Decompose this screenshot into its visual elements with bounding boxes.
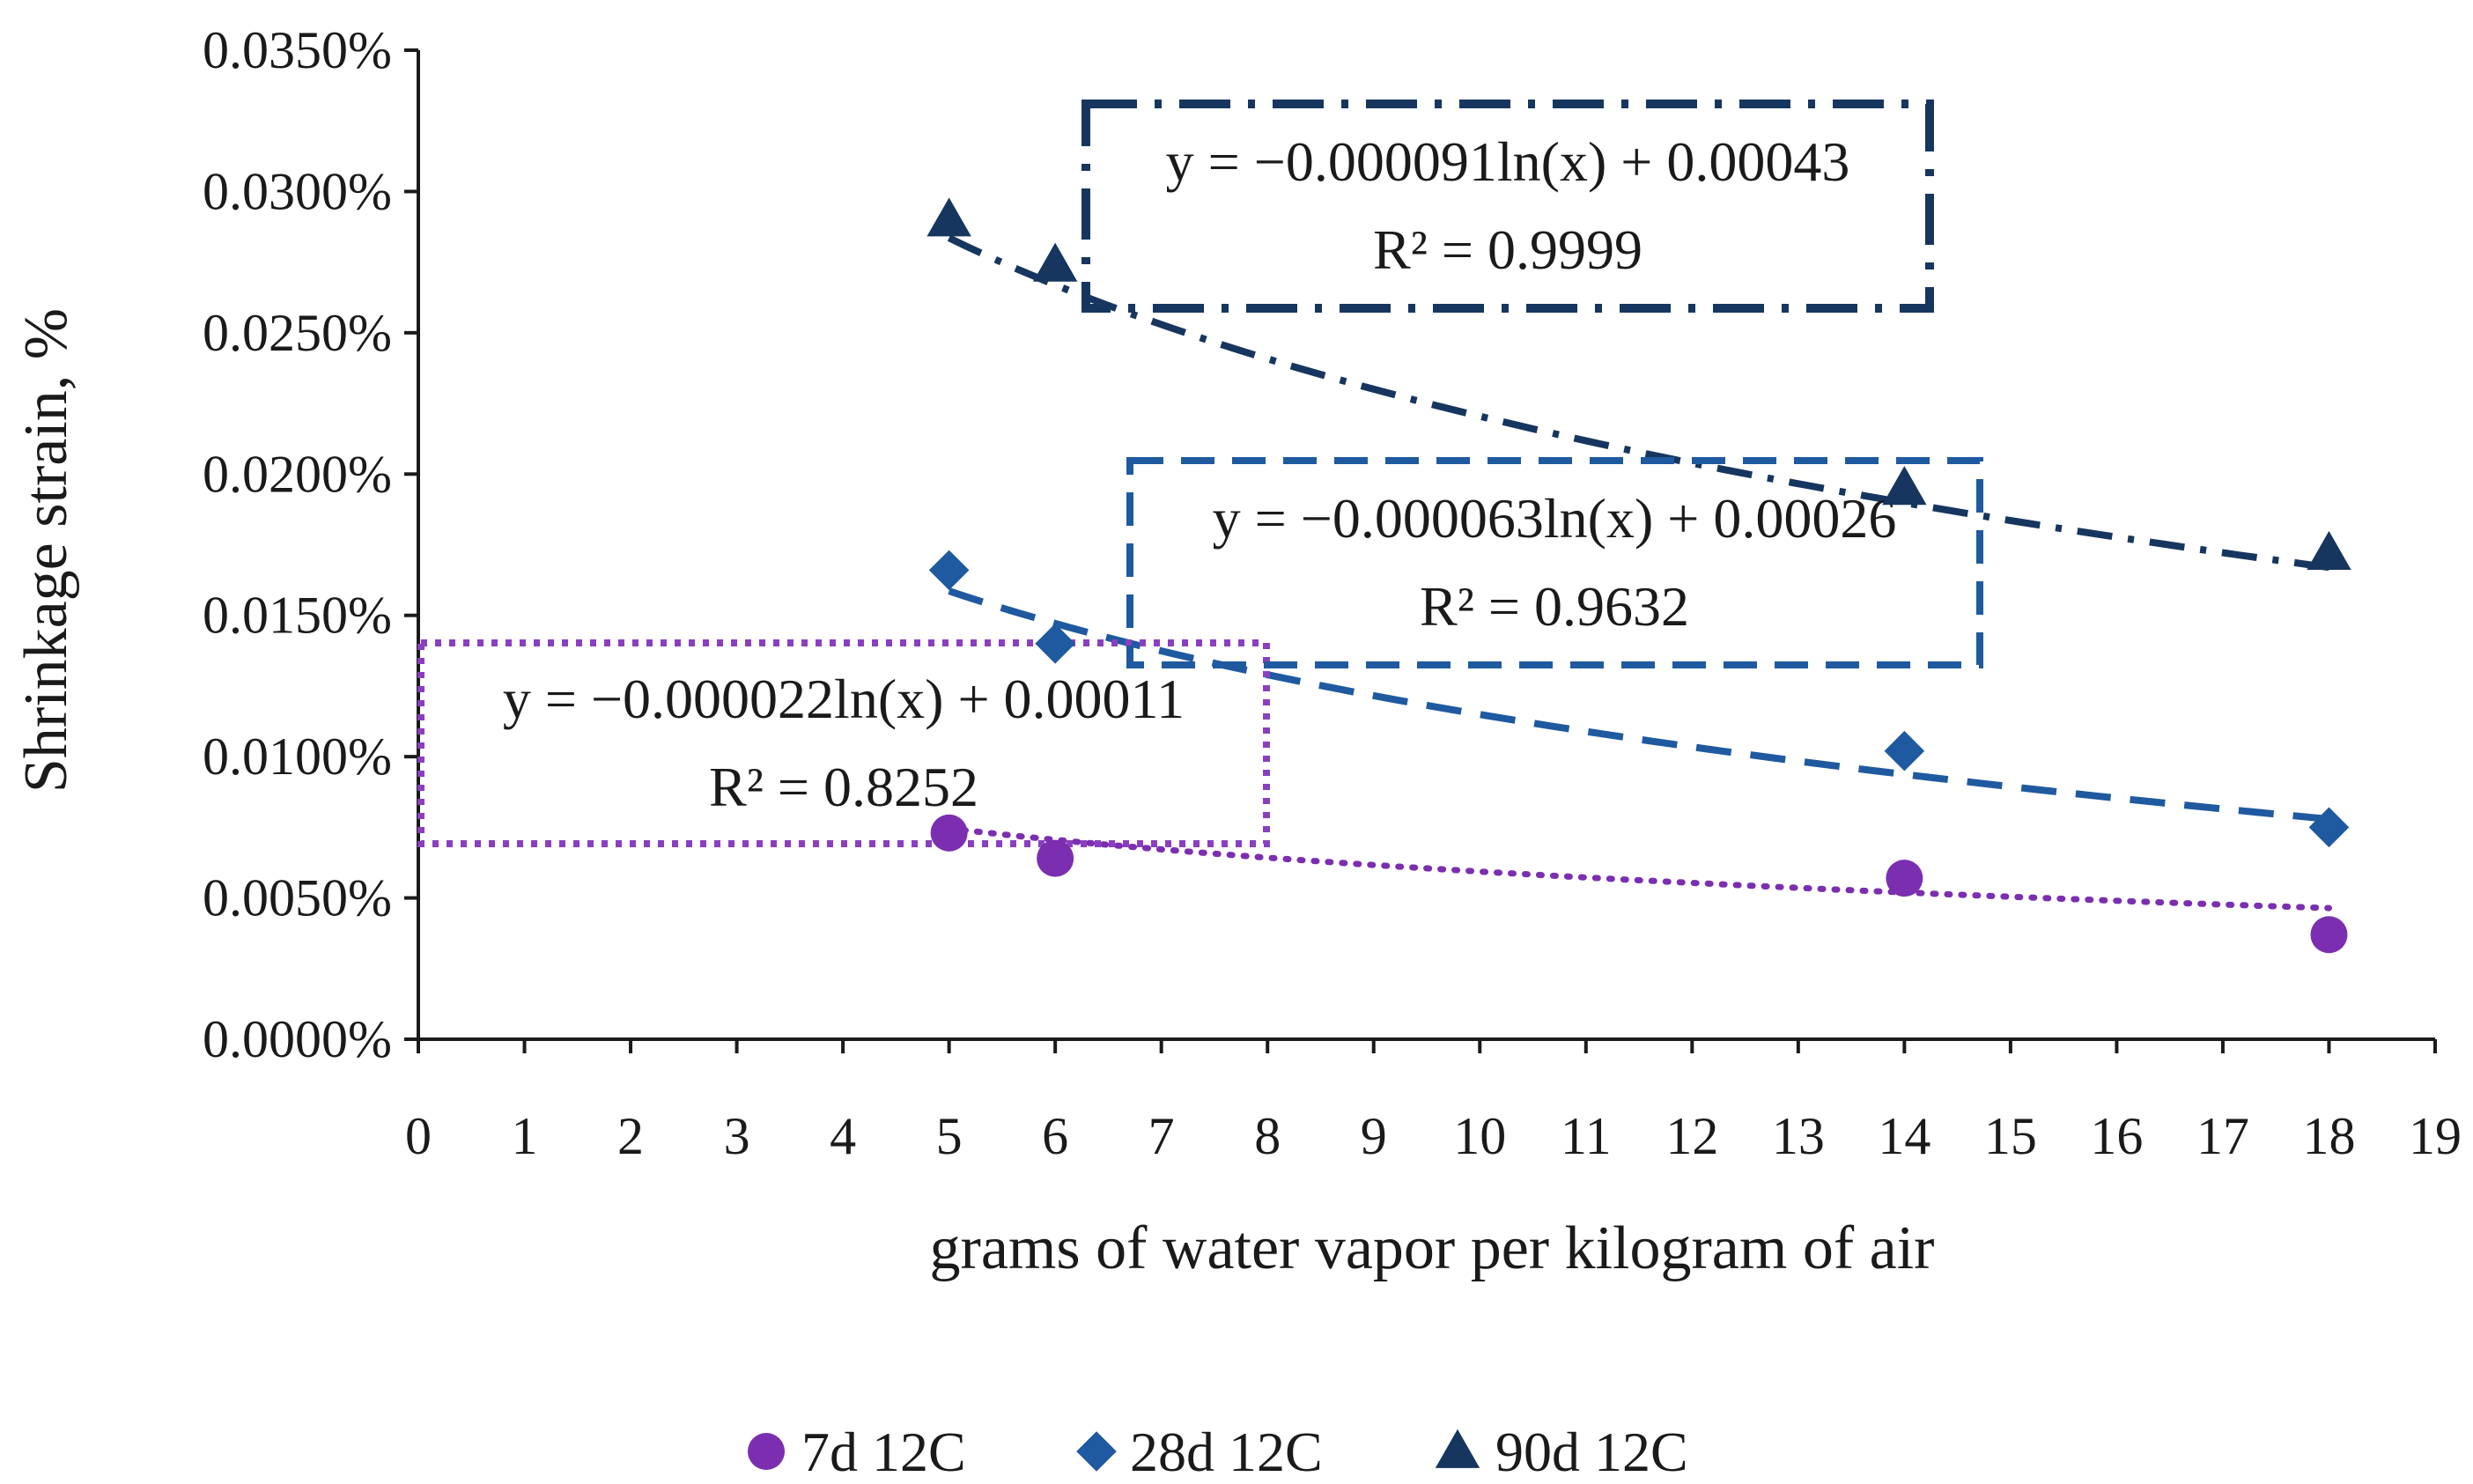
x-tick-label: 14 (1878, 1107, 1930, 1165)
trendline-28d-12c (948, 587, 2329, 823)
trendlines (946, 234, 2332, 912)
x-tick-label: 3 (724, 1107, 750, 1165)
y-tick-label: 0.0300% (203, 162, 392, 220)
trendline-equation-7d-12c: y = −0.000022ln(x) + 0.00011 (503, 668, 1185, 730)
y-tick-label: 0.0200% (203, 445, 392, 503)
data-point-28d-12c (928, 550, 970, 591)
legend-label-28d-12c: 28d 12C (1130, 1421, 1323, 1483)
y-tick-label: 0.0150% (203, 587, 392, 645)
x-tick-label: 5 (936, 1107, 963, 1165)
x-tick-label: 2 (617, 1107, 644, 1165)
x-tick-label: 4 (830, 1107, 856, 1165)
data-point-7d-12c (1886, 860, 1923, 897)
data-point-90d-12c (1882, 466, 1927, 506)
equation-box-90d-12c (1081, 100, 1934, 313)
trendline-equation-90d-12c: y = −0.000091ln(x) + 0.00043 (1166, 130, 1850, 193)
y-tick-label: 0.0350% (203, 21, 392, 79)
legend-item-90d-12c: 90d 12C (1435, 1421, 1688, 1483)
data-point-7d-12c (930, 814, 968, 852)
equation-box-28d-12c (1126, 457, 1983, 668)
x-tick-label: 13 (1772, 1107, 1825, 1165)
data-point-90d-12c (2307, 530, 2351, 571)
legend-marker-7d-12c (748, 1433, 785, 1470)
x-tick-label: 0 (405, 1107, 432, 1165)
y-tick-label: 0.0050% (203, 869, 392, 927)
x-tick-label: 11 (1561, 1107, 1612, 1165)
x-axis-title: grams of water vapor per kilogram of air (930, 1215, 1935, 1282)
legend-item-7d-12c: 7d 12C (748, 1421, 966, 1483)
x-tick-label: 15 (1984, 1107, 2037, 1165)
data-point-28d-12c (1035, 624, 1075, 664)
data-points (926, 197, 2351, 954)
y-axis-title: Shrinkage strain, % (12, 308, 80, 793)
trendline-90d-12c (947, 234, 2330, 572)
x-tick-label: 10 (1453, 1107, 1506, 1165)
tick-labels: 0.0000% 0.0050% 0.0100% 0.0150% 0.0200% 0.025… (203, 21, 2462, 1165)
x-tick-label: 8 (1254, 1107, 1281, 1165)
y-tick-label: 0.0250% (203, 304, 392, 362)
x-tick-label: 1 (512, 1107, 538, 1165)
trendline-equation-28d-12c: y = −0.000063ln(x) + 0.00026 (1213, 487, 1897, 550)
data-point-90d-12c (926, 197, 971, 237)
r-squared-28d-12c: R² = 0.9632 (1420, 575, 1689, 638)
r-squared-90d-12c: R² = 0.9999 (1373, 218, 1643, 281)
x-tick-label: 7 (1148, 1107, 1175, 1165)
r-squared-7d-12c: R² = 0.8252 (709, 756, 978, 818)
x-tick-label: 19 (2409, 1107, 2462, 1165)
x-tick-label: 16 (2090, 1107, 2143, 1165)
data-point-90d-12c (1032, 242, 1078, 282)
legend-marker-28d-12c (1076, 1431, 1117, 1472)
data-point-28d-12c (1884, 730, 1925, 772)
data-point-28d-12c (2308, 807, 2350, 848)
x-tick-label: 18 (2302, 1107, 2355, 1165)
x-tick-label: 9 (1361, 1107, 1387, 1165)
legend-item-28d-12c: 28d 12C (1076, 1421, 1323, 1483)
x-tick-label: 6 (1042, 1107, 1068, 1165)
trendline-7d-12c (946, 825, 2332, 912)
equation-box-7d-12c (417, 639, 1270, 847)
x-tick-label: 17 (2196, 1107, 2249, 1165)
legend-label-7d-12c: 7d 12C (801, 1421, 966, 1483)
legend: 7d 12C 28d 12C 90d 12C (748, 1421, 1688, 1483)
y-tick-label: 0.0000% (203, 1010, 392, 1068)
data-point-7d-12c (1037, 839, 1074, 877)
data-point-7d-12c (2310, 916, 2348, 954)
axes (404, 48, 2437, 1053)
legend-marker-90d-12c (1435, 1429, 1480, 1468)
y-tick-label: 0.0100% (203, 727, 392, 786)
legend-label-90d-12c: 90d 12C (1495, 1421, 1688, 1483)
equation-boxes: y = −0.000022ln(x) + 0.00011 R² = 0.8252 y… (417, 100, 1983, 847)
x-tick-label: 12 (1665, 1107, 1718, 1165)
